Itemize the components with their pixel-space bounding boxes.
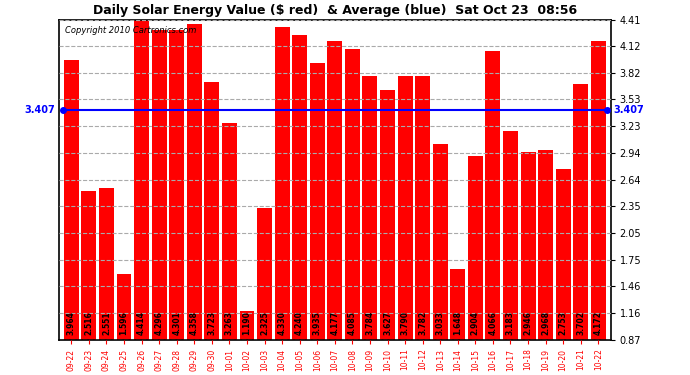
Text: 4.296: 4.296 bbox=[155, 311, 164, 335]
Text: 3.263: 3.263 bbox=[225, 311, 234, 335]
Bar bbox=[293, 35, 307, 339]
Bar bbox=[520, 152, 535, 339]
Text: 2.904: 2.904 bbox=[471, 311, 480, 335]
Bar bbox=[415, 76, 430, 339]
Text: 4.358: 4.358 bbox=[190, 311, 199, 335]
Bar bbox=[468, 156, 483, 339]
Text: 1.190: 1.190 bbox=[242, 311, 251, 335]
Text: 3.782: 3.782 bbox=[418, 311, 427, 335]
Text: 4.301: 4.301 bbox=[172, 311, 181, 335]
Text: 1.648: 1.648 bbox=[453, 311, 462, 335]
Text: 2.516: 2.516 bbox=[84, 311, 93, 335]
Text: 3.790: 3.790 bbox=[401, 311, 410, 335]
Bar bbox=[380, 90, 395, 339]
Bar bbox=[99, 188, 114, 339]
Bar bbox=[538, 150, 553, 339]
Text: 3.723: 3.723 bbox=[208, 311, 217, 335]
Text: 3.407: 3.407 bbox=[25, 105, 55, 116]
Text: 4.066: 4.066 bbox=[489, 311, 497, 335]
Text: Copyright 2010 Cartronics.com: Copyright 2010 Cartronics.com bbox=[65, 26, 196, 35]
Bar bbox=[239, 310, 255, 339]
Bar bbox=[503, 130, 518, 339]
Bar bbox=[204, 82, 219, 339]
Text: 2.551: 2.551 bbox=[102, 311, 111, 335]
Text: 2.946: 2.946 bbox=[524, 311, 533, 335]
Bar bbox=[169, 30, 184, 339]
Bar bbox=[362, 76, 377, 339]
Bar bbox=[591, 41, 606, 339]
Text: 3.407: 3.407 bbox=[614, 105, 644, 116]
Bar bbox=[134, 20, 149, 339]
Bar bbox=[397, 76, 413, 339]
Bar bbox=[327, 41, 342, 339]
Text: 2.753: 2.753 bbox=[559, 311, 568, 335]
Text: 2.325: 2.325 bbox=[260, 311, 269, 335]
Text: 2.968: 2.968 bbox=[541, 311, 550, 335]
Text: 3.183: 3.183 bbox=[506, 311, 515, 335]
Text: 3.702: 3.702 bbox=[576, 311, 585, 335]
Bar bbox=[555, 170, 571, 339]
Text: 1.596: 1.596 bbox=[119, 311, 128, 335]
Text: 4.330: 4.330 bbox=[277, 311, 286, 335]
Text: 4.177: 4.177 bbox=[331, 311, 339, 335]
Bar bbox=[275, 27, 290, 339]
Bar bbox=[573, 84, 588, 339]
Bar bbox=[222, 123, 237, 339]
Text: 3.784: 3.784 bbox=[366, 311, 375, 335]
Bar bbox=[257, 208, 272, 339]
Text: 4.085: 4.085 bbox=[348, 311, 357, 335]
Title: Daily Solar Energy Value ($ red)  & Average (blue)  Sat Oct 23  08:56: Daily Solar Energy Value ($ red) & Avera… bbox=[92, 4, 577, 17]
Bar bbox=[451, 269, 465, 339]
Text: 4.172: 4.172 bbox=[594, 311, 603, 335]
Text: 3.627: 3.627 bbox=[383, 311, 392, 335]
Bar bbox=[117, 274, 132, 339]
Text: 4.240: 4.240 bbox=[295, 311, 304, 335]
Bar bbox=[152, 30, 166, 339]
Bar bbox=[486, 51, 500, 339]
Bar bbox=[310, 63, 325, 339]
Text: 3.033: 3.033 bbox=[435, 311, 445, 335]
Text: 4.414: 4.414 bbox=[137, 311, 146, 335]
Bar bbox=[345, 49, 360, 339]
Bar bbox=[81, 191, 97, 339]
Bar bbox=[64, 60, 79, 339]
Text: 3.935: 3.935 bbox=[313, 311, 322, 335]
Text: 3.964: 3.964 bbox=[67, 311, 76, 335]
Bar bbox=[187, 24, 201, 339]
Bar bbox=[433, 144, 448, 339]
